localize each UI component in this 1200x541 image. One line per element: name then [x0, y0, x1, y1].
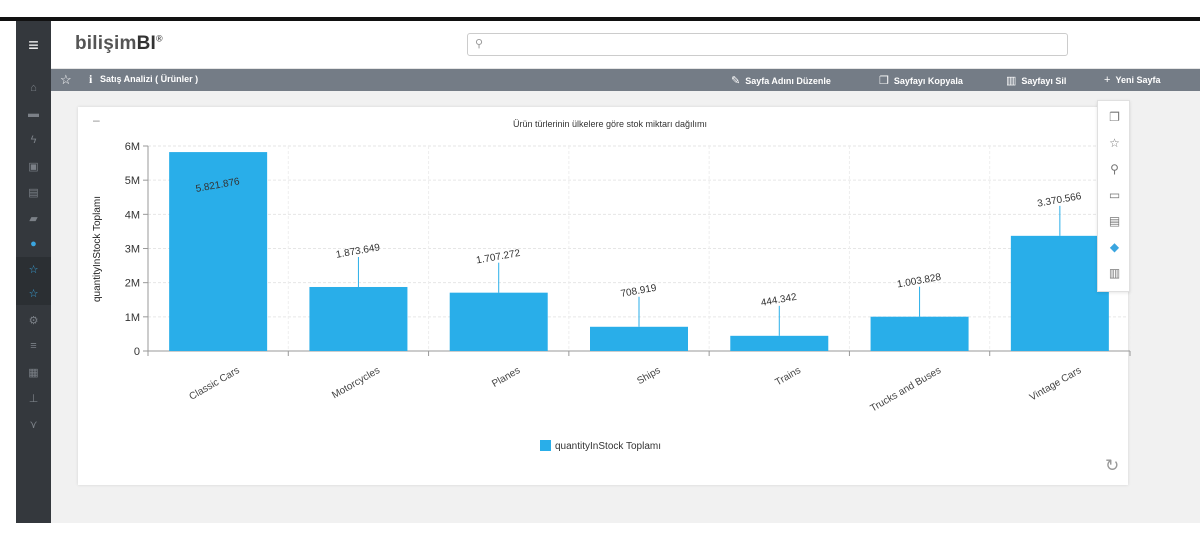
- sidebar: ≡ ⌂ ▬ ϟ ▣ ▤ ▰ ● ☆ ☆ ⚙ ≡ ▦ ⊥ ⋎: [16, 21, 51, 523]
- bar: [590, 326, 688, 351]
- trash-icon[interactable]: ▥: [1108, 266, 1121, 280]
- x-tick-label: Vintage Cars: [1028, 365, 1083, 403]
- star-icon[interactable]: ☆: [16, 257, 51, 281]
- building-icon[interactable]: ▣: [28, 160, 39, 173]
- zoom-icon[interactable]: ⚲: [1110, 162, 1119, 176]
- copy-icon: ❐: [879, 75, 889, 87]
- info-icon[interactable]: i: [89, 72, 93, 86]
- x-tick-label: Motorcycles: [330, 365, 382, 401]
- search-input[interactable]: ⚲: [467, 33, 1068, 56]
- y-tick-label: 3M: [125, 244, 140, 256]
- page-toolbar: ☆ i Satış Analizi ( Ürünler ) ✎ Sayfa Ad…: [51, 69, 1200, 91]
- bolt-icon[interactable]: ϟ: [30, 134, 37, 146]
- folder-icon[interactable]: ▬: [28, 108, 39, 120]
- chart-tools-panel: ❐ ☆ ⚲ ▭ ▤ ◆ ▥: [1097, 100, 1130, 292]
- chart-title: Ürün türlerinin ülkelere göre stok mikta…: [513, 119, 707, 129]
- x-tick-label: Trains: [774, 365, 803, 388]
- sitemap-icon[interactable]: ⊥: [28, 392, 39, 405]
- delete-page-button[interactable]: ▥ Sayfayı Sil: [1006, 74, 1066, 87]
- y-tick-label: 2M: [125, 278, 140, 290]
- legend-label: quantityInStock Toplamı: [555, 441, 661, 452]
- header: bilişimBI® ⚲: [51, 21, 1200, 69]
- bottom-strip: [16, 523, 1200, 541]
- x-tick-label: Ships: [635, 365, 662, 387]
- home-icon[interactable]: ⌂: [30, 82, 37, 94]
- star-icon[interactable]: ☆: [16, 281, 51, 305]
- refresh-icon[interactable]: ↻: [1105, 456, 1120, 475]
- filter-icon[interactable]: ◆: [1109, 240, 1120, 254]
- edit-page-name-label: Sayfa Adını Düzenle: [745, 75, 831, 86]
- logo-mark: ®: [156, 33, 163, 44]
- bar: [730, 335, 829, 351]
- bar: [1010, 235, 1109, 351]
- bar: [870, 316, 969, 351]
- bar: [449, 292, 548, 351]
- collapse-icon[interactable]: –: [93, 113, 100, 127]
- copy-icon[interactable]: ❐: [1109, 110, 1120, 124]
- bar: [309, 286, 408, 351]
- car-icon[interactable]: ▰: [29, 212, 38, 225]
- network-icon[interactable]: ⋎: [29, 418, 38, 431]
- y-tick-label: 1M: [125, 312, 140, 324]
- new-page-button[interactable]: + Yeni Sayfa: [1104, 74, 1160, 86]
- cog-icon[interactable]: ⚙: [28, 314, 39, 327]
- search-icon: ⚲: [475, 38, 484, 50]
- x-tick-label: Trucks and Buses: [869, 365, 943, 414]
- list-icon[interactable]: ▤: [28, 186, 39, 199]
- copy-page-label: Sayfayı Kopyala: [893, 75, 963, 86]
- plus-icon: +: [1104, 74, 1111, 86]
- y-tick-label: 0: [134, 346, 140, 358]
- table-icon[interactable]: ▦: [28, 366, 39, 379]
- bar: [169, 152, 268, 351]
- legend-swatch: [540, 440, 551, 451]
- logo-text: bilişim: [75, 33, 137, 54]
- favorite-star-icon[interactable]: ☆: [60, 72, 72, 87]
- export-icon[interactable]: ▤: [1108, 214, 1121, 228]
- edit-icon: ✎: [731, 75, 741, 87]
- x-tick-label: Planes: [490, 365, 522, 390]
- y-tick-label: 5M: [125, 175, 140, 187]
- database-icon[interactable]: ≡: [30, 340, 37, 352]
- page-title: Satış Analizi ( Ürünler ): [100, 74, 199, 84]
- logo-bi: BI: [136, 33, 156, 54]
- logo[interactable]: bilişimBI®: [75, 33, 163, 55]
- star-icon[interactable]: ☆: [1109, 136, 1120, 150]
- edit-page-name-button[interactable]: ✎ Sayfa Adını Düzenle: [731, 74, 831, 87]
- copy-page-button[interactable]: ❐ Sayfayı Kopyala: [879, 74, 963, 87]
- y-tick-label: 4M: [125, 209, 140, 221]
- y-axis-label: quantityInStock Toplamı: [92, 196, 103, 302]
- dashboard-icon[interactable]: ●: [30, 238, 37, 250]
- top-border: [0, 17, 1200, 21]
- delete-page-label: Sayfayı Sil: [1021, 75, 1067, 86]
- y-tick-label: 6M: [125, 141, 140, 153]
- new-page-label: Yeni Sayfa: [1115, 75, 1161, 85]
- trash-icon: ▥: [1006, 75, 1017, 87]
- hamburger-icon[interactable]: ≡: [28, 34, 39, 55]
- window-icon[interactable]: ▭: [1108, 188, 1121, 202]
- x-tick-label: Classic Cars: [188, 365, 242, 403]
